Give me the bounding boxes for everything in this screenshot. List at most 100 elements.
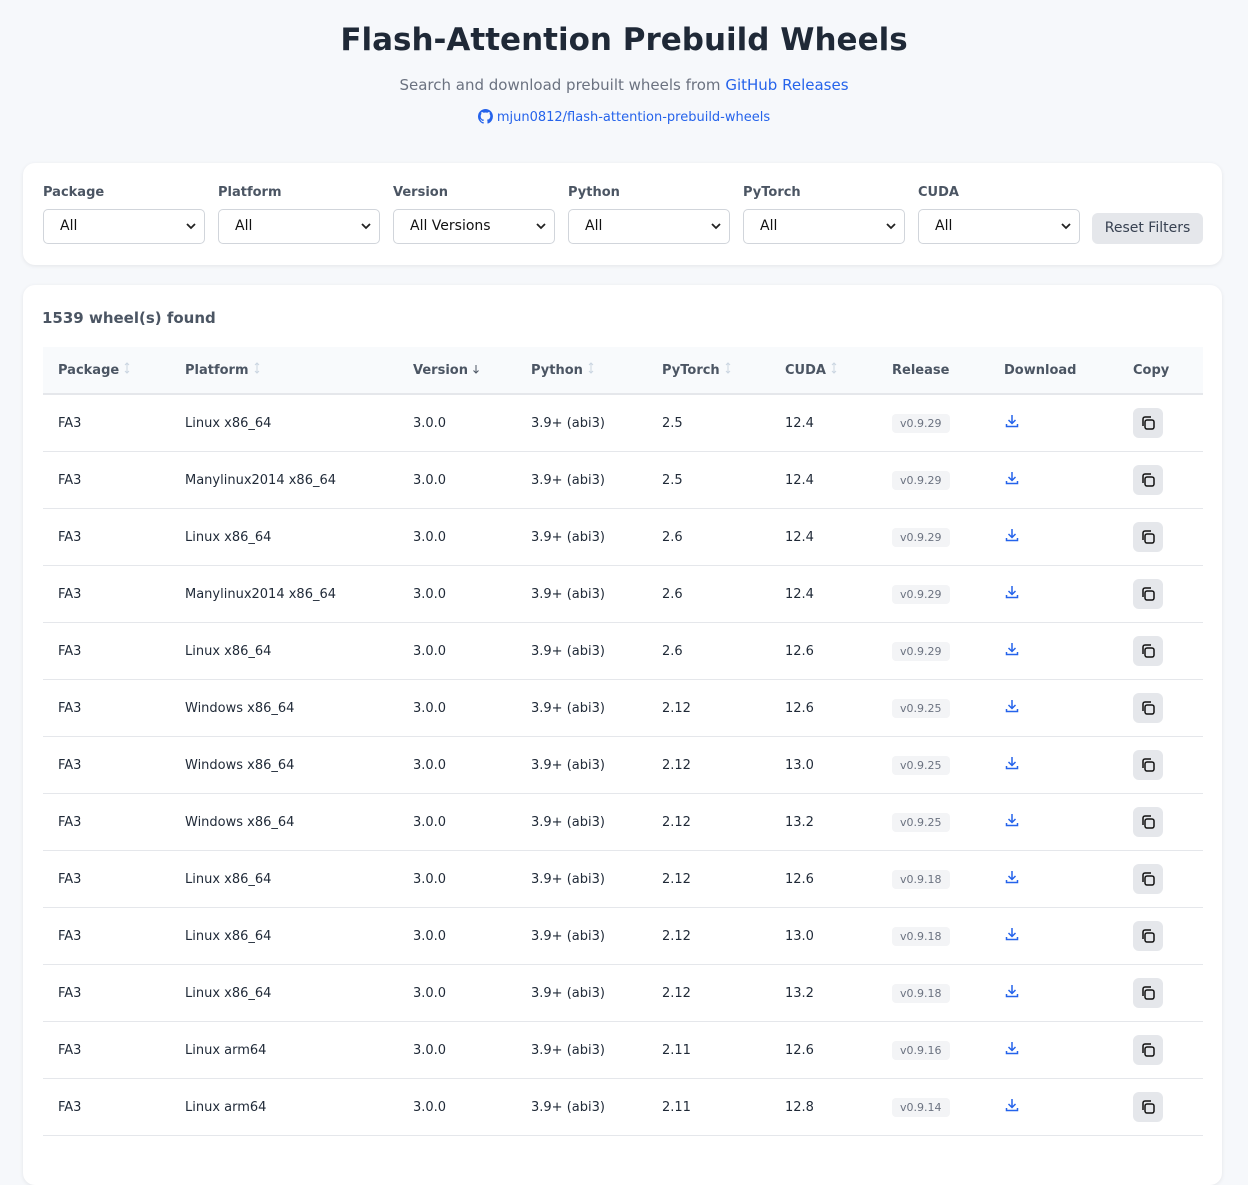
copy-button[interactable] xyxy=(1133,465,1163,495)
copy-button[interactable] xyxy=(1133,522,1163,552)
column-header[interactable]: Version xyxy=(398,347,516,395)
copy-button[interactable] xyxy=(1133,1035,1163,1065)
download-cell[interactable] xyxy=(989,679,1118,737)
filter-select[interactable]: All xyxy=(43,209,205,244)
download-cell[interactable] xyxy=(989,850,1118,908)
table-cell: 3.0.0 xyxy=(398,907,516,965)
filter-select[interactable]: All Versions xyxy=(393,209,555,244)
copy-cell xyxy=(1118,622,1203,680)
cell-text: 12.8 xyxy=(785,1099,814,1115)
column-title: Download xyxy=(1004,362,1077,378)
column-header[interactable]: Package xyxy=(43,347,170,395)
cell-text: Linux arm64 xyxy=(185,1099,267,1115)
table-cell: 2.12 xyxy=(647,850,770,908)
download-cell[interactable] xyxy=(989,1078,1118,1136)
copy-icon xyxy=(1142,1043,1155,1057)
column-header[interactable]: PyTorch xyxy=(647,347,770,395)
copy-button[interactable] xyxy=(1133,750,1163,780)
copy-button[interactable] xyxy=(1133,408,1163,438)
table-cell: 3.9+ (abi3) xyxy=(516,736,647,794)
table-cell: v0.9.18 xyxy=(877,907,989,965)
filter-value: All xyxy=(760,218,778,234)
sort-icon xyxy=(254,362,259,374)
download-cell[interactable] xyxy=(989,907,1118,965)
table-cell: 2.5 xyxy=(647,394,770,452)
releases-link[interactable]: GitHub Releases xyxy=(725,76,849,94)
column-header[interactable]: CUDA xyxy=(770,347,877,395)
release-badge[interactable]: v0.9.29 xyxy=(892,470,950,490)
table-cell: FA3 xyxy=(43,850,170,908)
subtitle-text: Search and download prebuilt wheels from xyxy=(399,76,721,94)
copy-button[interactable] xyxy=(1133,978,1163,1008)
result-count: 1539 wheel(s) found xyxy=(42,309,216,327)
filter-select[interactable]: All xyxy=(918,209,1080,244)
filter-value: All xyxy=(935,218,953,234)
cell-text: 3.9+ (abi3) xyxy=(531,643,605,659)
copy-button[interactable] xyxy=(1133,807,1163,837)
filter-select[interactable]: All xyxy=(743,209,905,244)
column-header[interactable]: Python xyxy=(516,347,647,395)
release-badge[interactable]: v0.9.29 xyxy=(892,584,950,604)
release-badge[interactable]: v0.9.16 xyxy=(892,1040,950,1060)
copy-button[interactable] xyxy=(1133,579,1163,609)
table-row: FA3 Windows x86_64 3.0.0 3.9+ (abi3) 2.12 13.… xyxy=(43,793,1203,851)
release-badge[interactable]: v0.9.18 xyxy=(892,926,950,946)
cell-text: 3.9+ (abi3) xyxy=(531,814,605,830)
table-cell: 13.0 xyxy=(770,736,877,794)
reset-button[interactable]: Reset Filters xyxy=(1092,213,1203,244)
download-icon xyxy=(1005,928,1019,941)
header-row: Package Platform Version Python PyTorch CUDA R… xyxy=(43,347,1203,395)
filter-value: All xyxy=(60,218,78,234)
download-cell[interactable] xyxy=(989,964,1118,1022)
cell-text: 3.9+ (abi3) xyxy=(531,928,605,944)
download-cell[interactable] xyxy=(989,622,1118,680)
download-cell[interactable] xyxy=(989,793,1118,851)
filter-label: Python xyxy=(568,185,620,200)
table-cell: Linux x86_64 xyxy=(170,622,398,680)
release-badge[interactable]: v0.9.25 xyxy=(892,755,950,775)
release-badge[interactable]: v0.9.29 xyxy=(892,641,950,661)
table-cell: FA3 xyxy=(43,622,170,680)
copy-button[interactable] xyxy=(1133,921,1163,951)
table-cell: v0.9.29 xyxy=(877,451,989,509)
filter-select[interactable]: All xyxy=(568,209,730,244)
table-row: FA3 Windows x86_64 3.0.0 3.9+ (abi3) 2.12 13.… xyxy=(43,736,1203,794)
release-badge[interactable]: v0.9.14 xyxy=(892,1097,950,1117)
sort-icon xyxy=(473,364,479,374)
cell-text: 3.9+ (abi3) xyxy=(531,415,605,431)
download-cell[interactable] xyxy=(989,508,1118,566)
cell-text: 2.12 xyxy=(662,871,691,887)
download-cell[interactable] xyxy=(989,451,1118,509)
table-cell: 3.0.0 xyxy=(398,736,516,794)
release-badge[interactable]: v0.9.18 xyxy=(892,983,950,1003)
download-cell[interactable] xyxy=(989,736,1118,794)
table-cell: Manylinux2014 x86_64 xyxy=(170,565,398,623)
copy-button[interactable] xyxy=(1133,864,1163,894)
table-cell: 13.2 xyxy=(770,793,877,851)
release-badge[interactable]: v0.9.25 xyxy=(892,812,950,832)
filter-label: Platform xyxy=(218,185,282,200)
copy-button[interactable] xyxy=(1133,693,1163,723)
copy-icon xyxy=(1142,758,1155,772)
download-cell[interactable] xyxy=(989,394,1118,452)
table-cell: Linux x86_64 xyxy=(170,508,398,566)
release-badge[interactable]: v0.9.29 xyxy=(892,527,950,547)
download-cell[interactable] xyxy=(989,565,1118,623)
cell-text: Linux x86_64 xyxy=(185,415,272,431)
repo-link[interactable]: mjun0812/flash-attention-prebuild-wheels xyxy=(0,109,1248,125)
table-cell: 2.6 xyxy=(647,508,770,566)
table-cell: 3.9+ (abi3) xyxy=(516,964,647,1022)
release-badge[interactable]: v0.9.25 xyxy=(892,698,950,718)
download-icon xyxy=(1005,415,1019,428)
cell-text: 3.9+ (abi3) xyxy=(531,1099,605,1115)
copy-button[interactable] xyxy=(1133,1092,1163,1122)
release-badge[interactable]: v0.9.18 xyxy=(892,869,950,889)
copy-button[interactable] xyxy=(1133,636,1163,666)
filter-select[interactable]: All xyxy=(218,209,380,244)
table-cell: 12.4 xyxy=(770,394,877,452)
table-cell: Windows x86_64 xyxy=(170,679,398,737)
column-header[interactable]: Platform xyxy=(170,347,398,395)
release-badge[interactable]: v0.9.29 xyxy=(892,413,950,433)
table-cell: FA3 xyxy=(43,1021,170,1079)
download-cell[interactable] xyxy=(989,1021,1118,1079)
